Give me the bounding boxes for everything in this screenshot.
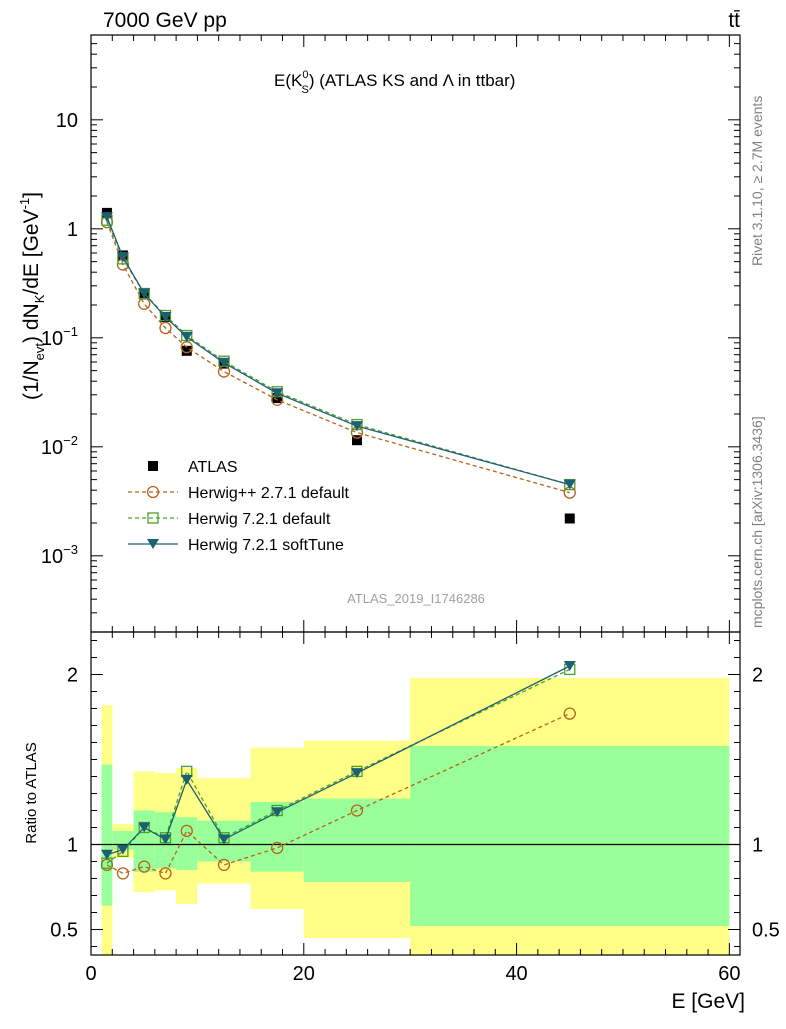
ratio-y-axis-label: Ratio to ATLAS — [23, 742, 40, 843]
main-ytick-label-4: 10−3 — [41, 542, 78, 568]
legend-item-0: ATLAS — [148, 459, 238, 476]
ratio-point-2-4 — [180, 774, 193, 785]
main-point-3-1 — [116, 252, 129, 263]
main-point-0-7 — [351, 435, 362, 446]
main-point-1-2 — [138, 297, 151, 310]
main-series-2 — [101, 214, 576, 491]
legend: ATLAS Herwig++ 2.7.1 default Herwig 7.2.1 … — [128, 459, 350, 554]
legend-marker-2 — [147, 512, 159, 524]
ratio-point-2-5 — [217, 834, 230, 845]
ratio-point-0-7 — [350, 804, 364, 817]
main-ytick-label-1: 1 — [67, 219, 78, 241]
ratio-line-1 — [106, 668, 571, 864]
legend-marker-0 — [148, 461, 158, 471]
main-point-3-3 — [159, 312, 172, 323]
ratio-point-0-8 — [563, 707, 576, 720]
ratio-point-0-2 — [138, 860, 151, 873]
main-line-2 — [106, 219, 570, 486]
ratio-point-2-1 — [116, 844, 129, 855]
main-series-0 — [101, 207, 575, 524]
ratio-ytick-label-left-0: 0.5 — [50, 920, 78, 942]
ratio-line-0 — [106, 713, 571, 875]
header-left: 7000 GeV pp — [103, 9, 227, 32]
main-ytick-label-2: 10−1 — [41, 324, 78, 350]
main-point-0-8 — [564, 513, 575, 524]
header-right: tt̄ — [728, 9, 740, 32]
ratio-point-2-6 — [271, 807, 284, 818]
ratio-point-0-4 — [180, 824, 193, 838]
analysis-watermark: ATLAS_2019_I1746286 — [347, 591, 485, 606]
legend-item-2: Herwig 7.2.1 default — [128, 511, 331, 528]
legend-item-1: Herwig++ 2.7.1 default — [128, 485, 350, 502]
ratio-point-2-2 — [138, 822, 151, 833]
ratio-ytick-label-left-1: 1 — [67, 835, 78, 857]
legend-item-3: Herwig 7.2.1 softTune — [128, 537, 344, 554]
legend-label-2: Herwig 7.2.1 default — [188, 511, 331, 528]
ratio-point-0-1 — [116, 867, 130, 880]
main-point-0-4 — [181, 345, 192, 356]
main-point-3-5 — [217, 357, 230, 368]
axis-ticks: 10 1 10−1 10−2 10−3 0 20 40 60 0.5 0.5 1 1 2 2 — [41, 34, 780, 985]
x-axis-label: E [GeV] — [671, 990, 745, 1013]
legend-label-0: ATLAS — [188, 459, 238, 476]
ratio-point-2-3 — [159, 834, 172, 845]
legend-label-1: Herwig++ 2.7.1 default — [188, 485, 350, 502]
green-band-7 — [303, 798, 411, 882]
main-series — [100, 207, 576, 524]
ratio-point-0-3 — [159, 867, 172, 880]
ratio-series — [100, 661, 576, 880]
main-point-3-2 — [138, 288, 151, 299]
side-text-rivet: Rivet 3.1.10, ≥ 2.7M events — [749, 96, 765, 266]
ratio-point-2-0 — [100, 849, 113, 860]
x-tick-label-1: 20 — [293, 963, 315, 985]
green-band-2 — [133, 810, 155, 872]
main-line-1 — [106, 221, 570, 494]
main-series-1 — [100, 216, 576, 499]
ratio-ytick-label-right-1: 1 — [752, 835, 763, 857]
green-band-8 — [410, 745, 730, 927]
main-point-3-8 — [563, 479, 576, 490]
legend-marker-1 — [146, 485, 160, 499]
ratio-point-2-7 — [350, 768, 363, 779]
ratio-point-2-8 — [563, 661, 576, 671]
x-tick-label-3: 60 — [718, 963, 740, 985]
ratio-point-0-5 — [217, 858, 231, 872]
legend-label-3: Herwig 7.2.1 softTune — [188, 537, 344, 554]
main-point-3-0 — [100, 212, 113, 223]
main-series-3 — [100, 212, 576, 490]
ratio-uncertainty-bands — [101, 677, 730, 955]
x-tick-label-0: 0 — [85, 963, 96, 985]
main-point-1-3 — [159, 321, 172, 335]
ratio-series-2 — [100, 661, 576, 860]
ratio-ytick-label-right-2: 2 — [752, 665, 763, 687]
main-y-axis-label: (1/Nevt) dNK/dE [GeV-1] — [17, 192, 47, 400]
side-text-mcplots: mcplots.cern.ch [arXiv:1306.3436] — [749, 416, 765, 628]
main-point-3-7 — [350, 421, 363, 432]
ratio-ytick-label-left-2: 2 — [67, 665, 78, 687]
ratio-ytick-label-right-0: 0.5 — [752, 920, 780, 942]
x-tick-label-2: 40 — [505, 963, 527, 985]
ratio-point-0-6 — [271, 841, 284, 855]
green-band-0 — [101, 764, 113, 906]
main-point-3-4 — [180, 331, 193, 342]
main-line-3 — [106, 216, 570, 486]
main-ytick-label-0: 10 — [56, 110, 78, 132]
chart-title: E(K0 S) (ATLAS KS and Λ in ttbar) — [274, 69, 515, 96]
legend-marker-3 — [147, 539, 159, 549]
main-point-3-6 — [271, 388, 284, 399]
main-ytick-label-3: 10−2 — [41, 433, 78, 459]
